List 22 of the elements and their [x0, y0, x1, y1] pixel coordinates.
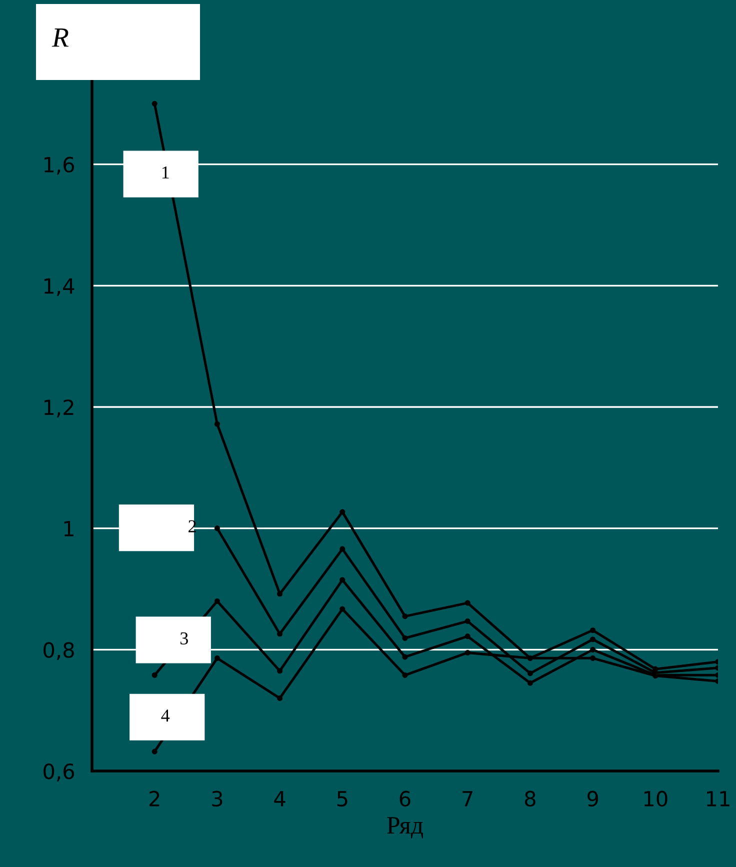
y-tick-label: 1,4: [44, 278, 74, 296]
series-label: 2: [188, 520, 196, 532]
x-tick-label: 3: [212, 790, 222, 807]
y-tick-label: 1: [64, 521, 74, 536]
y-tick-label: 1,2: [44, 399, 74, 418]
x-tick-label: 11: [707, 791, 730, 806]
x-tick-label: 8: [524, 790, 536, 807]
x-tick-label: 5: [337, 791, 348, 807]
y-tick-label: 0,6: [44, 763, 74, 782]
x-tick-label: 4: [274, 791, 286, 806]
series-label: 3: [180, 632, 188, 644]
x-tick-label: 9: [587, 790, 598, 807]
x-tick-label: 7: [462, 791, 472, 806]
y-axis-title: R: [52, 28, 69, 47]
y-tick-label: 0,8: [44, 642, 74, 660]
x-tick-label: 10: [644, 790, 668, 807]
x-tick-label: 6: [400, 790, 410, 807]
x-tick-label: 2: [150, 790, 160, 806]
series-label: 4: [161, 710, 170, 722]
x-axis-title: Ряд: [387, 817, 424, 838]
y-tick-label: 1,6: [44, 156, 74, 175]
series-label: 1: [162, 166, 169, 178]
